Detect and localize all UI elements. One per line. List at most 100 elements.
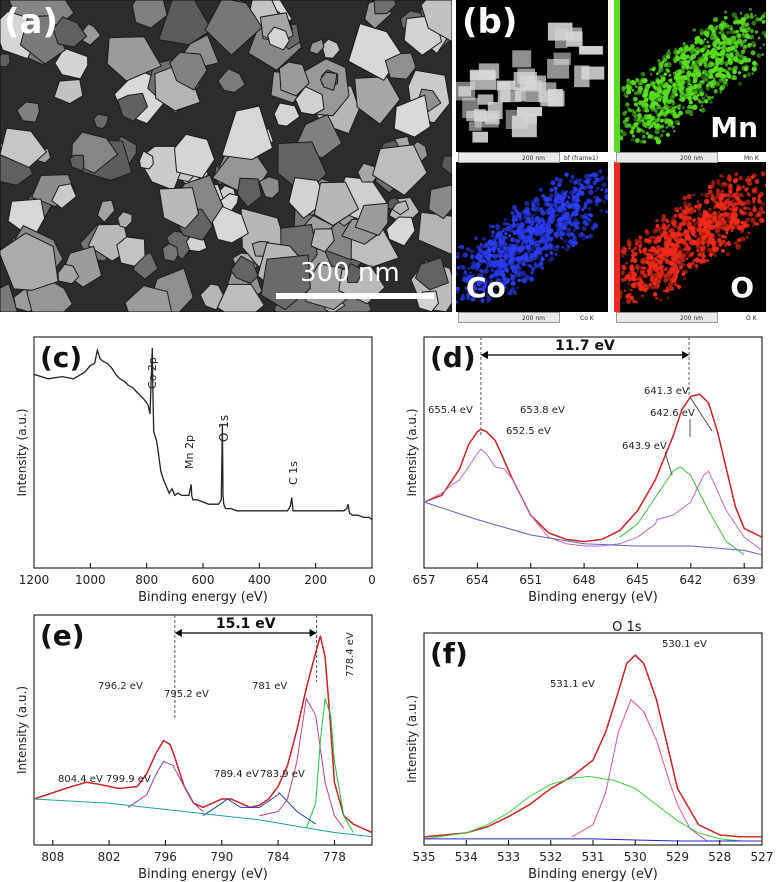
map-dot	[646, 252, 651, 257]
map-dot	[566, 232, 572, 238]
map-dot	[575, 211, 579, 215]
map-dot	[635, 246, 638, 249]
map-dot	[456, 300, 458, 304]
map-dot	[710, 184, 715, 189]
map-dot	[585, 235, 589, 239]
map-dot	[508, 258, 513, 262]
map-blob	[517, 68, 535, 85]
map-blob	[579, 46, 603, 55]
map-dot	[744, 13, 750, 19]
particle	[288, 177, 329, 219]
map-dot	[712, 240, 717, 245]
map-dot	[712, 77, 716, 80]
map-dot	[477, 258, 482, 263]
map-dot	[633, 281, 637, 286]
map-dot	[719, 223, 723, 226]
map-dot	[534, 216, 540, 222]
map-dot	[620, 278, 624, 281]
map-dot	[745, 223, 750, 228]
map-dot	[491, 225, 495, 228]
map-mn-label: Mn	[710, 111, 758, 144]
map-dot	[509, 292, 513, 296]
map-dot	[713, 36, 720, 42]
map-dot	[689, 222, 693, 226]
map-dot	[751, 66, 757, 72]
map-dot	[671, 252, 677, 257]
map-dot	[707, 44, 711, 48]
map-dot	[554, 176, 559, 181]
map-dot	[720, 73, 725, 79]
map-dot	[736, 201, 741, 205]
map-dot	[742, 45, 747, 50]
map-dot	[724, 40, 729, 45]
map-dot	[586, 222, 591, 227]
map-dot	[581, 185, 587, 191]
map-dot	[555, 245, 560, 249]
map-dot	[641, 134, 646, 139]
map-dot	[660, 106, 665, 112]
map-dot	[702, 259, 707, 264]
map-dot	[538, 261, 544, 266]
map-dot	[694, 64, 698, 68]
map-dot	[632, 257, 638, 263]
map-blob	[516, 107, 543, 117]
map-dot	[582, 233, 585, 237]
map-dot	[732, 30, 737, 34]
particle	[57, 263, 80, 285]
map-dot	[745, 236, 749, 239]
map-dot	[681, 65, 685, 69]
map-dot	[747, 57, 752, 63]
map-dot	[661, 129, 665, 133]
map-dot	[663, 105, 666, 108]
map-dot	[676, 104, 681, 110]
map-dot	[660, 118, 664, 123]
map-dot	[730, 27, 734, 31]
map-dot	[584, 219, 588, 223]
map-dot	[672, 223, 677, 228]
map-blob	[547, 22, 573, 41]
map-dot	[677, 226, 683, 232]
map-dot	[691, 95, 695, 100]
map-dot	[515, 264, 521, 270]
map-dot	[655, 245, 661, 251]
map-dot	[539, 209, 545, 214]
map-dot	[638, 248, 642, 252]
map-dot	[489, 287, 493, 290]
map-dot	[732, 65, 738, 72]
series-line	[423, 448, 763, 551]
map-dot	[706, 40, 710, 44]
map-dot	[550, 180, 556, 186]
map-dot	[620, 254, 625, 258]
map-dot	[560, 190, 566, 196]
annotation: 531.1 eV	[550, 679, 595, 690]
map-dot	[461, 265, 467, 271]
map-dot	[557, 222, 562, 228]
map-dot	[478, 279, 484, 285]
map-dot	[699, 248, 706, 255]
map-dot	[659, 298, 663, 302]
map-dot	[648, 266, 653, 271]
map-dot	[723, 10, 728, 14]
map-dot	[739, 224, 744, 229]
map-dot	[705, 62, 708, 65]
map-dot	[710, 194, 714, 198]
map-dot	[568, 239, 574, 245]
map-dot	[484, 242, 489, 247]
map-dot	[572, 234, 576, 238]
map-dot	[758, 17, 762, 22]
x-tick-label: 532	[539, 850, 562, 864]
map-dot	[655, 139, 662, 145]
map-dot	[505, 222, 509, 226]
map-dot	[656, 269, 660, 274]
map-dot	[506, 270, 509, 274]
annotation: 783.9 eV	[260, 769, 305, 780]
map-dot	[466, 288, 472, 295]
map-dot	[710, 250, 716, 256]
map-dot	[688, 100, 693, 105]
map-dot	[511, 261, 516, 266]
map-dot	[547, 236, 552, 241]
map-dot	[557, 182, 562, 187]
map-dot	[736, 187, 740, 192]
map-dot	[689, 83, 693, 87]
map-dot	[726, 211, 731, 216]
